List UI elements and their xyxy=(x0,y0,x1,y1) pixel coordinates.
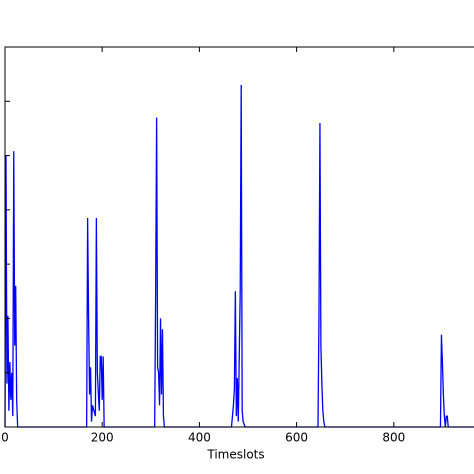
x-tick-label: 800 xyxy=(382,431,405,445)
x-tick-label: 400 xyxy=(188,431,211,445)
x-tick-label: 0 xyxy=(1,431,9,445)
plot-frame xyxy=(4,46,474,428)
x-tick-label: 200 xyxy=(91,431,114,445)
data-line xyxy=(4,84,474,428)
x-axis-label: Timeslots xyxy=(206,448,264,462)
x-tick-label: 600 xyxy=(285,431,308,445)
